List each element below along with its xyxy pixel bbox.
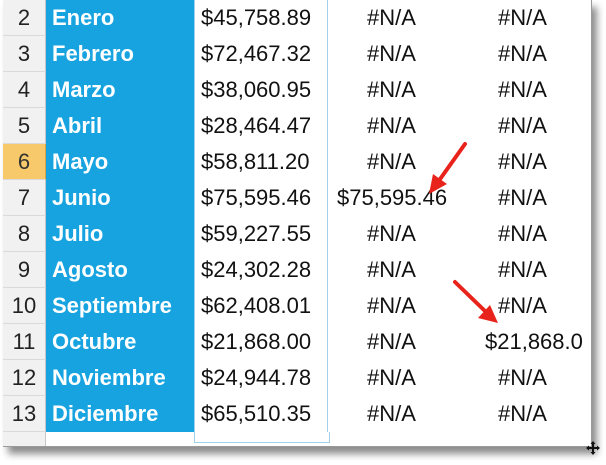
row-header[interactable]: 3 xyxy=(3,36,46,72)
amount-cell[interactable]: $24,944.78 xyxy=(194,360,328,396)
month-cell[interactable]: Julio xyxy=(46,216,194,252)
amount-cell[interactable]: $21,868.00 xyxy=(194,324,328,360)
lookup-cell-col3-match[interactable]: $75,595.46 xyxy=(337,185,448,210)
row-header[interactable]: 7 xyxy=(3,180,46,216)
amount-column-bottom-border xyxy=(194,432,330,443)
table-row: 3 Febrero $72,467.32 #N/A #N/A xyxy=(3,36,591,72)
row-header[interactable]: 5 xyxy=(3,108,46,144)
lookup-cell-col3[interactable]: #N/A xyxy=(367,113,416,138)
row-header[interactable]: 2 xyxy=(3,0,46,36)
lookup-cell-col3[interactable]: #N/A xyxy=(367,365,416,390)
lookup-cell-col3[interactable]: #N/A xyxy=(367,41,416,66)
table-row: 11 Octubre $21,868.00 #N/A $21,868.0 xyxy=(3,324,591,360)
row-header[interactable]: 10 xyxy=(3,288,46,324)
table-row: 12 Noviembre $24,944.78 #N/A #N/A xyxy=(3,360,591,396)
red-arrow-icon xyxy=(453,280,498,323)
lookup-cell-col4[interactable]: #N/A xyxy=(498,77,547,102)
amount-cell[interactable]: $45,758.89 xyxy=(194,0,328,36)
lookup-cell-col4[interactable]: #N/A xyxy=(498,5,547,30)
table-row: 2 Enero $45,758.89 #N/A #N/A xyxy=(3,0,591,36)
lookup-cell-col3[interactable]: #N/A xyxy=(367,77,416,102)
amount-cell[interactable]: $62,408.01 xyxy=(194,288,328,324)
amount-cell[interactable]: $58,811.20 xyxy=(194,144,328,180)
lookup-cell-col4[interactable]: #N/A xyxy=(498,293,547,318)
spreadsheet-frame: 2 Enero $45,758.89 #N/A #N/A 3 Febrero $… xyxy=(3,0,592,447)
amount-cell[interactable]: $75,595.46 xyxy=(194,180,328,216)
month-cell[interactable]: Septiembre xyxy=(46,288,194,324)
month-cell[interactable]: Febrero xyxy=(46,36,194,72)
lookup-cell-col4[interactable]: #N/A xyxy=(498,221,547,246)
lookup-cell-col4[interactable]: #N/A xyxy=(498,185,547,210)
month-cell[interactable]: Junio xyxy=(46,180,194,216)
lookup-cell-col3[interactable]: #N/A xyxy=(367,257,416,282)
lookup-cell-col3[interactable]: #N/A xyxy=(367,5,416,30)
table-row: 5 Abril $28,464.47 #N/A #N/A xyxy=(3,108,591,144)
move-cursor-icon xyxy=(586,441,600,455)
lookup-cell-col4[interactable]: #N/A xyxy=(498,365,547,390)
month-cell[interactable]: Diciembre xyxy=(46,396,194,432)
table-row: 9 Agosto $24,302.28 #N/A #N/A xyxy=(3,252,591,288)
lookup-cell-col3[interactable]: #N/A xyxy=(367,221,416,246)
amount-cell[interactable]: $59,227.55 xyxy=(194,216,328,252)
amount-cell[interactable]: $72,467.32 xyxy=(194,36,328,72)
row-header[interactable]: 13 xyxy=(3,396,46,432)
month-cell[interactable]: Abril xyxy=(46,108,194,144)
row-header[interactable]: 11 xyxy=(3,324,46,360)
row-header-selected[interactable]: 6 xyxy=(3,144,46,180)
table-row: 4 Marzo $38,060.95 #N/A #N/A xyxy=(3,72,591,108)
table-row: 8 Julio $59,227.55 #N/A #N/A xyxy=(3,216,591,252)
amount-cell[interactable]: $38,060.95 xyxy=(194,72,328,108)
month-cell[interactable]: Mayo xyxy=(46,144,194,180)
amount-cell[interactable]: $28,464.47 xyxy=(194,108,328,144)
month-cell[interactable]: Noviembre xyxy=(46,360,194,396)
lookup-cell-col4[interactable]: #N/A xyxy=(498,257,547,282)
table-row: 7 Junio $75,595.46 $75,595.46 #N/A xyxy=(3,180,591,216)
lookup-cell-col4[interactable]: #N/A xyxy=(498,401,547,426)
month-cell[interactable]: Marzo xyxy=(46,72,194,108)
lookup-cell-col4[interactable]: #N/A xyxy=(498,149,547,174)
row-header[interactable]: 8 xyxy=(3,216,46,252)
lookup-cell-col3[interactable]: #N/A xyxy=(367,149,416,174)
lookup-cell-col4-match[interactable]: $21,868.0 xyxy=(485,329,583,354)
lookup-cell-col4[interactable]: #N/A xyxy=(498,113,547,138)
lookup-cell-col3[interactable]: #N/A xyxy=(367,293,416,318)
amount-cell[interactable]: $65,510.35 xyxy=(194,396,328,432)
month-cell[interactable]: Octubre xyxy=(46,324,194,360)
table-row: 13 Diciembre $65,510.35 #N/A #N/A xyxy=(3,396,591,432)
lookup-cell-col4[interactable]: #N/A xyxy=(498,41,547,66)
table-row: 6 Mayo $58,811.20 #N/A #N/A xyxy=(3,144,591,180)
lookup-cell-col3[interactable]: #N/A xyxy=(367,329,416,354)
row-header[interactable]: 4 xyxy=(3,72,46,108)
red-arrow-icon xyxy=(429,142,467,194)
month-cell[interactable]: Enero xyxy=(46,0,194,36)
month-cell[interactable]: Agosto xyxy=(46,252,194,288)
lookup-cell-col3[interactable]: #N/A xyxy=(367,401,416,426)
table-row: 10 Septiembre $62,408.01 #N/A #N/A xyxy=(3,288,591,324)
row-header[interactable]: 9 xyxy=(3,252,46,288)
amount-cell[interactable]: $24,302.28 xyxy=(194,252,328,288)
row-header[interactable]: 12 xyxy=(3,360,46,396)
row-header-partial[interactable] xyxy=(3,432,46,446)
